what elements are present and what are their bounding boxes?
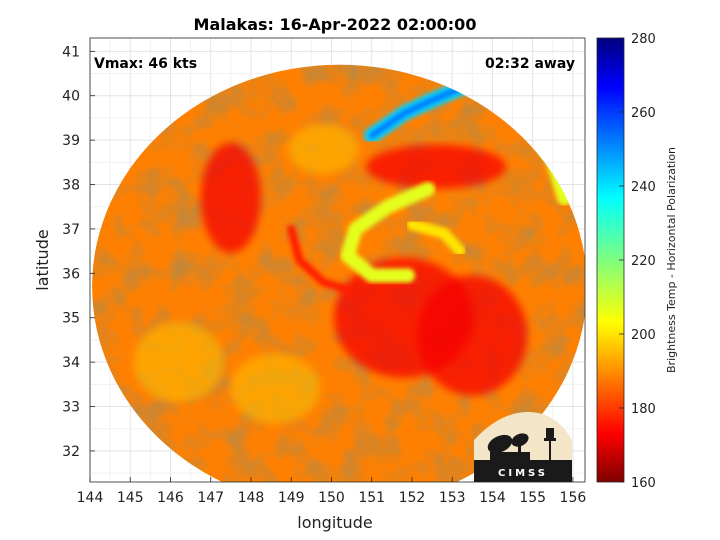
- vmax-annotation: Vmax: 46 kts: [94, 56, 197, 72]
- y-axis-ticks: 32 33 34 35 36 37 38 39 40 41: [62, 44, 95, 460]
- x-axis-ticks: 144 145 146 147 148 149 150 151 152 153 154 155 156: [77, 477, 587, 506]
- colorbar-tick-label: 180: [631, 402, 656, 417]
- x-tick-label: 152: [399, 490, 426, 506]
- colorbar-ticks: 160 180 200 220 240 260 280: [619, 32, 656, 491]
- y-axis-label: latitude: [33, 229, 52, 290]
- colorbar-tick-label: 160: [631, 476, 656, 491]
- swath-feature: [287, 224, 356, 296]
- colorbar-tick-label: 280: [631, 32, 656, 47]
- x-tick-label: 156: [560, 490, 587, 506]
- warm-region: [133, 322, 224, 403]
- y-tick-label: 41: [62, 44, 80, 60]
- x-tick-label: 150: [318, 490, 345, 506]
- colorbar-tick-label: 260: [631, 106, 656, 121]
- y-tick-label: 35: [62, 311, 80, 327]
- swath-feature: [340, 181, 436, 283]
- x-tick-label: 147: [197, 490, 224, 506]
- y-tick-label: 36: [62, 266, 80, 282]
- chart-title: Malakas: 16-Apr-2022 02:00:00: [194, 15, 477, 34]
- x-tick-label: 145: [117, 490, 144, 506]
- x-tick-label: 149: [278, 490, 305, 506]
- x-tick-label: 155: [519, 490, 546, 506]
- cold-region: [200, 142, 261, 253]
- colorbar-tick-label: 220: [631, 254, 656, 269]
- y-tick-label: 32: [62, 444, 80, 460]
- cold-region: [417, 275, 528, 396]
- x-tick-label: 153: [439, 490, 466, 506]
- x-tick-label: 151: [358, 490, 385, 506]
- cimss-logo: CIMSS: [474, 412, 572, 482]
- warm-region: [230, 353, 321, 424]
- colorbar-label: Brightness Temp - Horizontal Polarizatio…: [665, 147, 678, 373]
- colorbar-tick-label: 200: [631, 328, 656, 343]
- x-tick-label: 154: [479, 490, 506, 506]
- x-tick-label: 148: [238, 490, 265, 506]
- brightness-temp-swath: [92, 64, 585, 482]
- y-tick-label: 38: [62, 178, 80, 194]
- logo-lettering: CIMSS: [498, 468, 548, 479]
- y-tick-label: 37: [62, 222, 80, 238]
- y-tick-label: 39: [62, 133, 80, 149]
- x-tick-label: 144: [77, 490, 104, 506]
- plot-frame: [89, 37, 586, 483]
- time-away-annotation: 02:32 away: [485, 56, 575, 72]
- y-tick-label: 40: [62, 89, 80, 105]
- x-axis-label: longitude: [297, 513, 372, 532]
- swath-feature: [406, 218, 466, 257]
- cold-region: [366, 144, 507, 189]
- warm-region: [288, 124, 359, 174]
- colorbar-tick-label: 240: [631, 180, 656, 195]
- x-tick-label: 146: [157, 490, 184, 506]
- y-tick-label: 33: [62, 400, 80, 416]
- y-tick-label: 34: [62, 355, 80, 371]
